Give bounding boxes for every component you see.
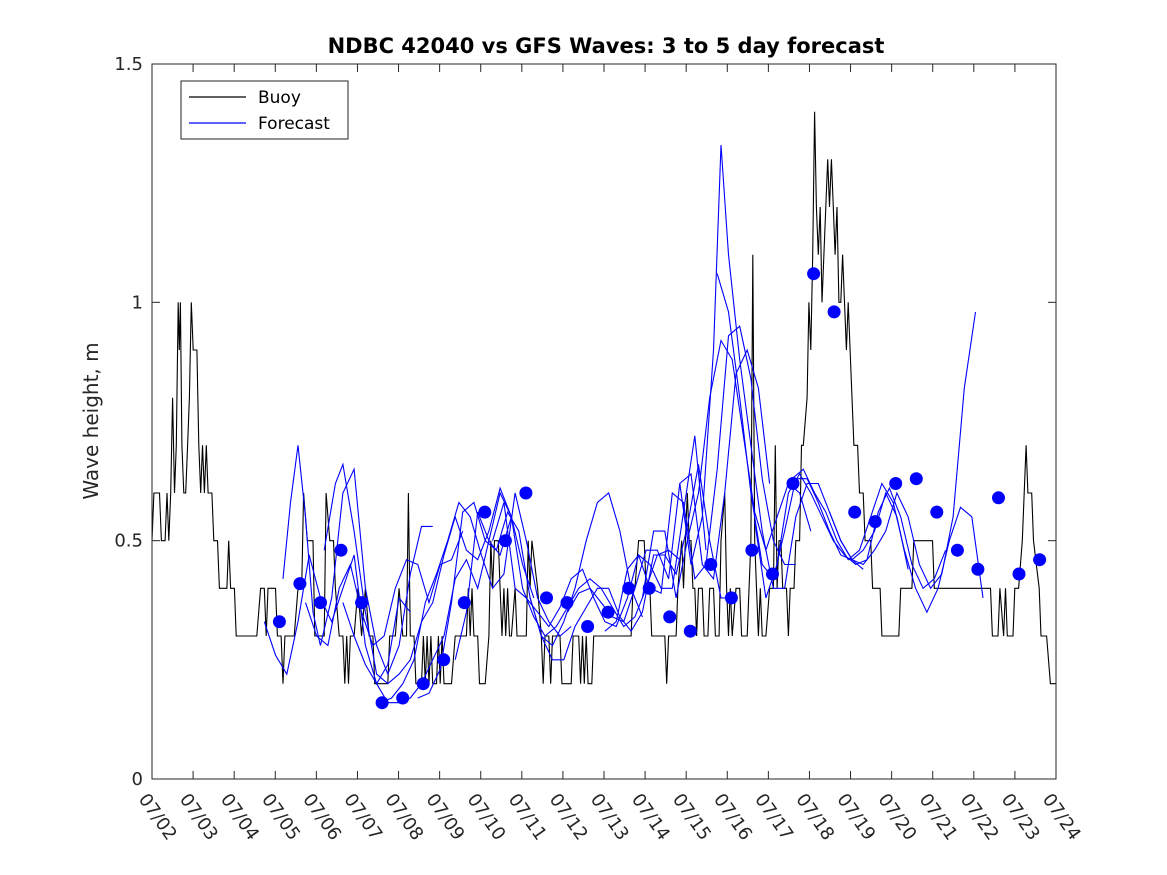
forecast-marker [498, 534, 512, 548]
y-ticks: 0 0.5 1 1.5 [114, 54, 1056, 790]
forecast-marker [766, 567, 779, 581]
x-tick-label: 07/02 [134, 790, 181, 845]
forecast-marker [560, 596, 574, 610]
forecast-marker [950, 543, 964, 557]
forecast-marker [293, 577, 307, 591]
forecast-markers [272, 267, 1047, 710]
forecast-marker [581, 620, 595, 633]
forecast-marker [416, 677, 430, 691]
forecast-line [304, 530, 464, 647]
forecast-marker [478, 505, 492, 519]
y-tick-label: 1 [132, 292, 143, 313]
forecast-marker [314, 596, 327, 610]
forecast-marker [334, 543, 348, 557]
forecast-line [342, 491, 535, 704]
legend: Buoy Forecast [180, 80, 349, 140]
forecast-line [263, 554, 411, 686]
y-tick-label: 1.5 [114, 54, 143, 75]
forecast-marker [355, 596, 369, 610]
forecast-marker [683, 624, 697, 638]
x-tick-label: 07/18 [791, 790, 838, 845]
x-tick-label: 07/06 [298, 790, 345, 845]
forecast-marker [848, 505, 862, 519]
legend-box [180, 80, 349, 140]
x-tick-label: 07/05 [257, 790, 304, 845]
forecast-marker [807, 267, 821, 281]
forecast-marker [868, 515, 882, 529]
chart-title: NDBC 42040 vs GFS Waves: 3 to 5 day fore… [328, 34, 885, 58]
x-tick-label: 07/03 [175, 790, 222, 845]
forecast-line [641, 338, 812, 599]
plot-area [152, 111, 1056, 710]
forecast-marker [272, 615, 286, 629]
forecast-marker [540, 591, 553, 605]
forecast-marker [457, 596, 471, 610]
forecast-marker [971, 562, 985, 576]
x-tick-label: 07/20 [874, 790, 921, 845]
x-tick-label: 07/11 [504, 790, 551, 845]
x-tick-label: 07/16 [709, 790, 756, 845]
legend-label-buoy: Buoy [258, 88, 301, 108]
forecast-marker [992, 491, 1005, 505]
forecast-marker [1033, 553, 1047, 567]
forecast-marker [724, 591, 738, 605]
forecast-marker [519, 486, 533, 500]
forecast-marker [375, 696, 389, 710]
legend-label-forecast: Forecast [258, 114, 330, 134]
x-ticks: 07/0207/0307/0407/0507/0607/0707/0807/09… [134, 64, 1085, 844]
forecast-line [567, 348, 771, 623]
y-tick-label: 0 [132, 769, 143, 790]
x-tick-label: 07/23 [997, 790, 1044, 845]
y-axis-label: Wave height, m [79, 342, 103, 499]
forecast-line [716, 273, 909, 581]
forecast-line [529, 464, 733, 661]
x-tick-label: 07/12 [545, 790, 592, 845]
forecast-line [282, 445, 433, 676]
forecast-line [754, 472, 947, 599]
forecast-line [604, 325, 796, 632]
forecast-line [791, 468, 984, 614]
x-tick-label: 07/24 [1038, 790, 1085, 845]
forecast-line [492, 435, 707, 628]
forecast-marker [827, 305, 841, 319]
forecast-marker [930, 505, 944, 519]
forecast-marker [437, 653, 451, 667]
x-tick-label: 07/17 [750, 790, 797, 845]
x-tick-label: 07/07 [339, 790, 386, 845]
forecast-line [323, 462, 512, 685]
x-tick-label: 07/22 [956, 790, 1003, 845]
forecast-marker [889, 477, 903, 490]
forecast-series [263, 144, 984, 704]
forecast-marker [786, 477, 800, 490]
x-tick-label: 07/19 [832, 790, 879, 845]
forecast-marker [396, 691, 410, 705]
x-tick-label: 07/08 [380, 790, 427, 845]
x-tick-label: 07/21 [915, 790, 962, 845]
forecast-marker [622, 581, 636, 595]
forecast-marker [704, 558, 718, 571]
x-tick-label: 07/15 [668, 790, 715, 845]
forecast-marker [642, 581, 656, 595]
forecast-marker [909, 472, 923, 486]
y-tick-label: 0.5 [114, 531, 143, 552]
forecast-marker [663, 610, 677, 624]
forecast-line [828, 311, 977, 590]
forecast-line [380, 492, 572, 704]
x-tick-label: 07/09 [422, 790, 469, 845]
forecast-marker [745, 543, 759, 557]
x-tick-label: 07/14 [627, 790, 674, 845]
forecast-marker [601, 605, 615, 619]
forecast-marker [1012, 567, 1026, 581]
x-tick-label: 07/10 [463, 790, 510, 845]
x-tick-label: 07/13 [586, 790, 633, 845]
x-tick-label: 07/04 [216, 790, 263, 845]
